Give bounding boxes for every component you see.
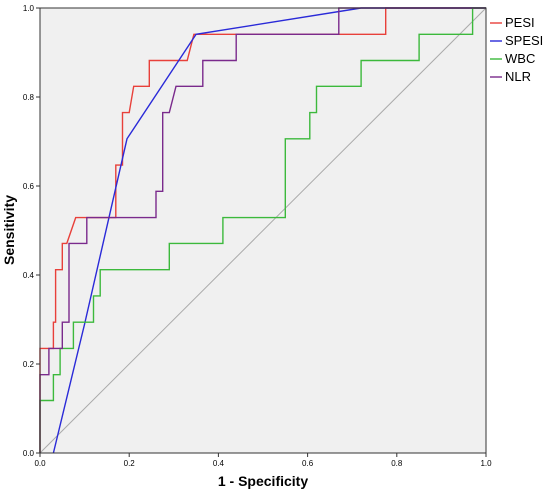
y-tick-label: 0.4 (23, 271, 35, 280)
x-axis: 0.0 0.2 0.4 0.6 0.8 1.0 (34, 453, 492, 468)
legend-label-nlr: NLR (505, 69, 531, 84)
x-tick-label: 0.0 (34, 459, 46, 468)
y-axis: 0.0 0.2 0.4 0.6 0.8 1.0 (23, 4, 40, 458)
series-line-nlr (39, 7, 486, 453)
y-tick-label: 0.0 (23, 449, 35, 458)
y-tick-label: 0.6 (23, 182, 35, 191)
x-axis-title: 1 - Specificity (218, 473, 308, 489)
y-tick-label: 1.0 (23, 4, 35, 13)
series-line-pesi (39, 7, 486, 453)
plot-frame (39, 7, 487, 454)
x-tick-label: 1.0 (480, 459, 492, 468)
x-tick-label: 0.8 (391, 459, 403, 468)
legend-label-wbc: WBC (505, 51, 535, 66)
legend-label-pesi: PESI (505, 15, 535, 30)
legend-label-spesi: SPESI (505, 33, 543, 48)
reference-diagonal-line (39, 7, 487, 454)
x-tick-label: 0.2 (124, 459, 136, 468)
legend: PESI SPESI WBC NLR (490, 15, 543, 84)
y-tick-label: 0.8 (23, 93, 35, 102)
series-line-wbc (39, 7, 486, 453)
y-axis-title: Sensitivity (1, 195, 17, 265)
y-tick-label: 0.2 (23, 360, 35, 369)
x-tick-label: 0.4 (213, 459, 225, 468)
x-tick-label: 0.6 (302, 459, 314, 468)
reference-diagonal-group (39, 7, 487, 454)
